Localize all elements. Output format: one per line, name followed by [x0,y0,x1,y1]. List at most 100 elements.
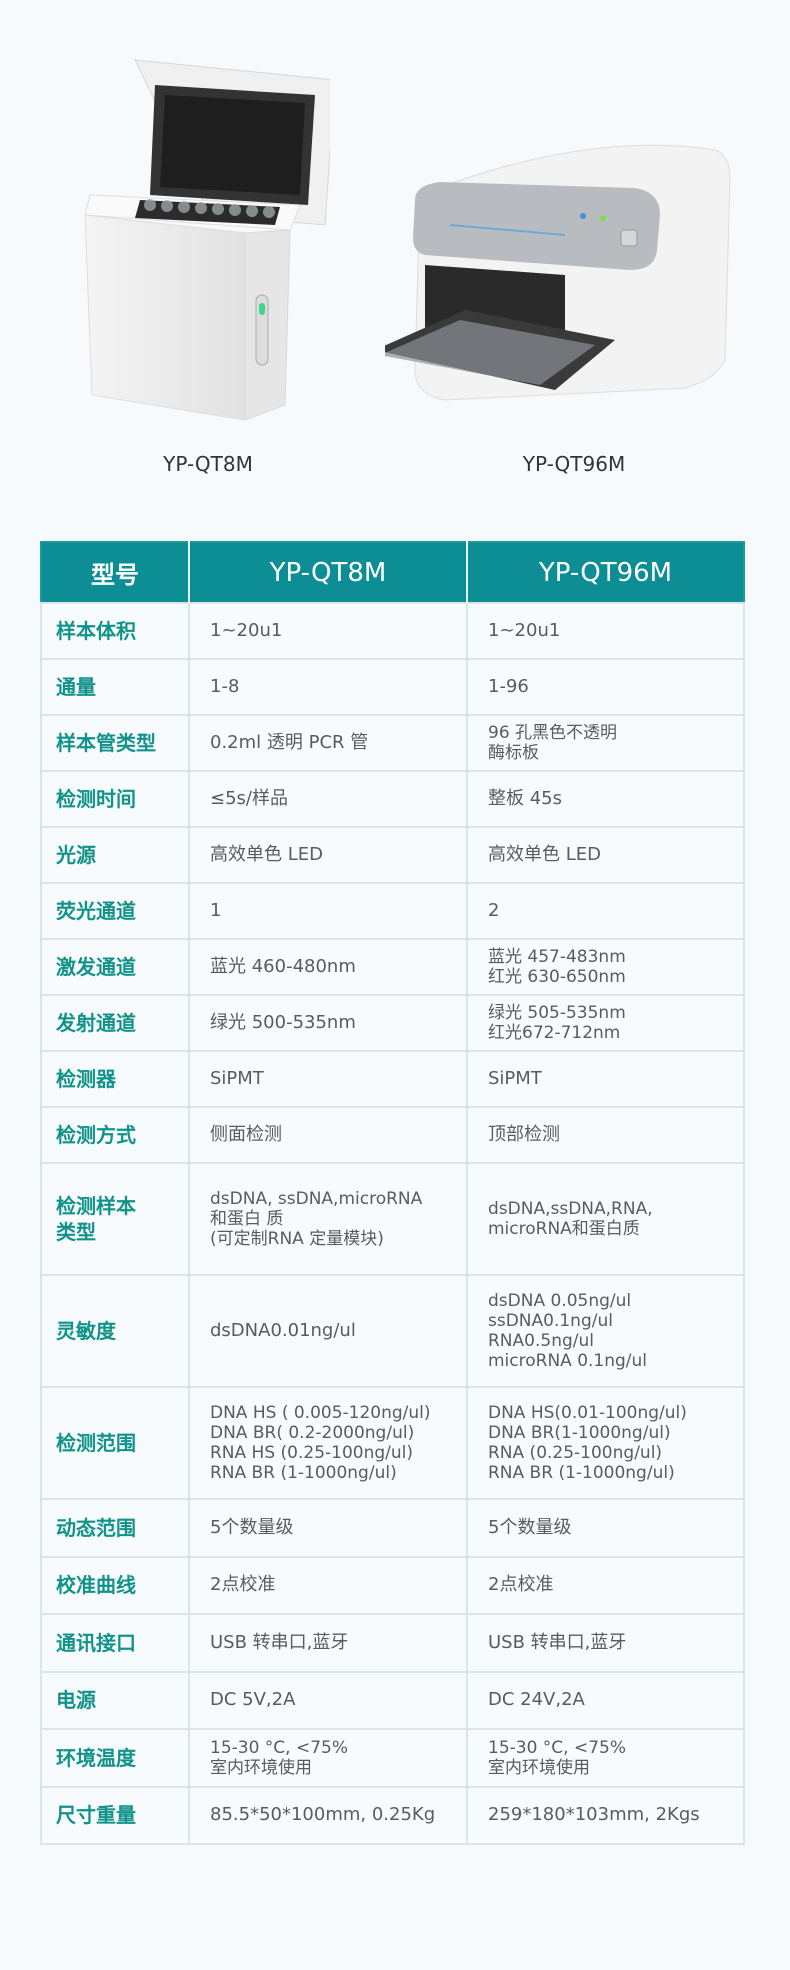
cell-yp-qt8m: ≤5s/样品 [188,770,468,828]
cell-line: 2点校准 [488,1574,554,1596]
cell-yp-qt96m: 96 孔黑色不透明 酶标板 [466,714,745,772]
table-row: 光源 高效单色 LED 高效单色 LED [40,826,745,884]
cell-yp-qt8m: 2点校准 [188,1555,468,1615]
cell-line: 1~20u1 [210,620,283,641]
row-label: 动态范围 [40,1498,190,1558]
cell-yp-qt96m: 蓝光 457-483nm 红光 630-650nm [466,938,745,996]
cell-line: 15-30 °C, <75% [210,1737,349,1758]
cell-line: DC 24V,2A [488,1689,585,1711]
cell-line: 室内环境使用 [488,1757,590,1778]
table-row: 校准曲线 2点校准 2点校准 [40,1555,745,1615]
cell-line: 侧面检测 [210,1124,282,1145]
cell-yp-qt96m: 整板 45s [466,770,745,828]
cell-line: 5个数量级 [488,1516,572,1538]
table-row: 激发通道 蓝光 460-480nm 蓝光 457-483nm 红光 630-650nm [40,938,745,996]
row-label: 检测样本类型 [40,1162,190,1276]
cell-line: DC 5V,2A [210,1689,296,1711]
cell-line: 红光672-712nm [488,1023,621,1043]
cell-line: DNA BR( 0.2-2000ng/ul) [210,1423,415,1443]
cell-line: 2 [488,900,500,921]
row-label: 校准曲线 [40,1555,190,1615]
table-row: 检测方式 侧面检测 顶部检测 [40,1106,745,1164]
cell-line: dsDNA 0.05ng/ul [488,1291,632,1311]
cell-yp-qt96m: dsDNA 0.05ng/ul ssDNA0.1ng/ul RNA0.5ng/ul m… [466,1274,745,1388]
cell-yp-qt8m: 1 [188,882,468,940]
cell-yp-qt8m: 1~20u1 [188,602,468,660]
product-image-yp-qt8m [84,59,330,421]
cell-yp-qt96m: USB 转串口,蓝牙 [466,1613,745,1673]
table-row: 检测器 SiPMT SiPMT [40,1050,745,1108]
table-header-row: 型号 YP-QT8M YP-QT96M [41,542,744,603]
cell-line: RNA0.5ng/ul [488,1331,594,1351]
cell-yp-qt96m: SiPMT [466,1050,745,1108]
table-row: 检测范围 DNA HS ( 0.005-120ng/ul) DNA BR( 0.2-… [40,1386,745,1500]
product-image-yp-qt96m [385,144,731,401]
cell-line: USB 转串口,蓝牙 [488,1631,627,1653]
cell-yp-qt96m: 5个数量级 [466,1498,745,1558]
product-caption-yp-qt8m: YP-QT8M [163,452,253,476]
cell-line: ssDNA0.1ng/ul [488,1311,613,1331]
cell-yp-qt96m: 1-96 [466,658,745,716]
header-yp-qt8m: YP-QT8M [188,542,467,603]
row-label: 样本管类型 [40,714,190,772]
row-label: 环境温度 [40,1728,190,1788]
cell-line: dsDNA0.01ng/ul [210,1320,356,1341]
row-label: 检测方式 [40,1106,190,1164]
cell-line: 室内环境使用 [210,1757,312,1778]
cell-line: 和蛋白 质 [210,1209,284,1229]
table-row: 通量 1-8 1-96 [40,658,745,716]
cell-yp-qt8m: 绿光 500-535nm [188,994,468,1052]
cell-line: DNA BR(1-1000ng/ul) [488,1423,671,1443]
table-row: 样本管类型 0.2ml 透明 PCR 管 96 孔黑色不透明 酶标板 [40,714,745,772]
cell-line: 酶标板 [488,743,539,763]
cell-line: 2点校准 [210,1574,276,1596]
cell-line: RNA HS (0.25-100ng/ul) [210,1443,414,1463]
cell-line: 蓝光 460-480nm [210,956,356,977]
cell-yp-qt8m: 侧面检测 [188,1106,468,1164]
cell-line: 绿光 505-535nm [488,1003,626,1023]
cell-line: microRNA 0.1ng/ul [488,1351,648,1371]
cell-line: 1 [210,900,222,921]
table-row: 尺寸重量 85.5*50*100mm, 0.25Kg 259*180*103mm, … [40,1785,745,1845]
cell-line: microRNA和蛋白质 [488,1219,640,1239]
cell-line: SiPMT [488,1068,542,1089]
table-row: 检测样本类型 dsDNA, ssDNA,microRNA 和蛋白 质 (可定制RNA … [40,1162,745,1276]
cell-line: 蓝光 457-483nm [488,947,626,967]
cell-yp-qt96m: 15-30 °C, <75% 室内环境使用 [466,1728,745,1788]
cell-line: RNA (0.25-100ng/ul) [488,1443,663,1463]
cell-yp-qt8m: 1-8 [188,658,468,716]
table-row: 样本体积 1~20u1 1~20u1 [40,602,745,660]
cell-line: 1-96 [488,676,529,697]
row-label: 检测时间 [40,770,190,828]
cell-yp-qt96m: dsDNA,ssDNA,RNA, microRNA和蛋白质 [466,1162,745,1276]
cell-line: DNA HS(0.01-100ng/ul) [488,1403,687,1423]
row-label: 尺寸重量 [40,1785,190,1845]
row-label: 样本体积 [40,602,190,660]
cell-line: RNA BR (1-1000ng/ul) [488,1463,675,1483]
cell-yp-qt8m: 5个数量级 [188,1498,468,1558]
row-label: 灵敏度 [40,1274,190,1388]
cell-line: 高效单色 LED [488,844,601,865]
cell-yp-qt8m: 高效单色 LED [188,826,468,884]
table-row: 发射通道 绿光 500-535nm 绿光 505-535nm 红光672-712nm [40,994,745,1052]
cell-line: 85.5*50*100mm, 0.25Kg [210,1804,436,1826]
product-caption-yp-qt96m: YP-QT96M [522,452,626,476]
cell-yp-qt96m: 2点校准 [466,1555,745,1615]
table-row: 荧光通道 1 2 [40,882,745,940]
cell-line: dsDNA,ssDNA,RNA, [488,1199,653,1219]
cell-yp-qt8m: 85.5*50*100mm, 0.25Kg [188,1785,468,1845]
row-label: 荧光通道 [40,882,190,940]
table-row: 环境温度 15-30 °C, <75% 室内环境使用 15-30 °C, <75% 室内… [40,1728,745,1788]
cell-yp-qt8m: dsDNA, ssDNA,microRNA 和蛋白 质 (可定制RNA 定量模块) [188,1162,468,1276]
row-label: 光源 [40,826,190,884]
cell-line: 96 孔黑色不透明 [488,723,618,743]
table-row: 通讯接口 USB 转串口,蓝牙 USB 转串口,蓝牙 [40,1613,745,1673]
cell-yp-qt96m: 2 [466,882,745,940]
cell-yp-qt8m: 蓝光 460-480nm [188,938,468,996]
cell-line: (可定制RNA 定量模块) [210,1229,384,1249]
cell-line: 15-30 °C, <75% [488,1737,627,1758]
row-label: 通量 [40,658,190,716]
cell-line: ≤5s/样品 [210,788,288,809]
header-yp-qt96m: YP-QT96M [466,542,744,603]
row-label: 发射通道 [40,994,190,1052]
